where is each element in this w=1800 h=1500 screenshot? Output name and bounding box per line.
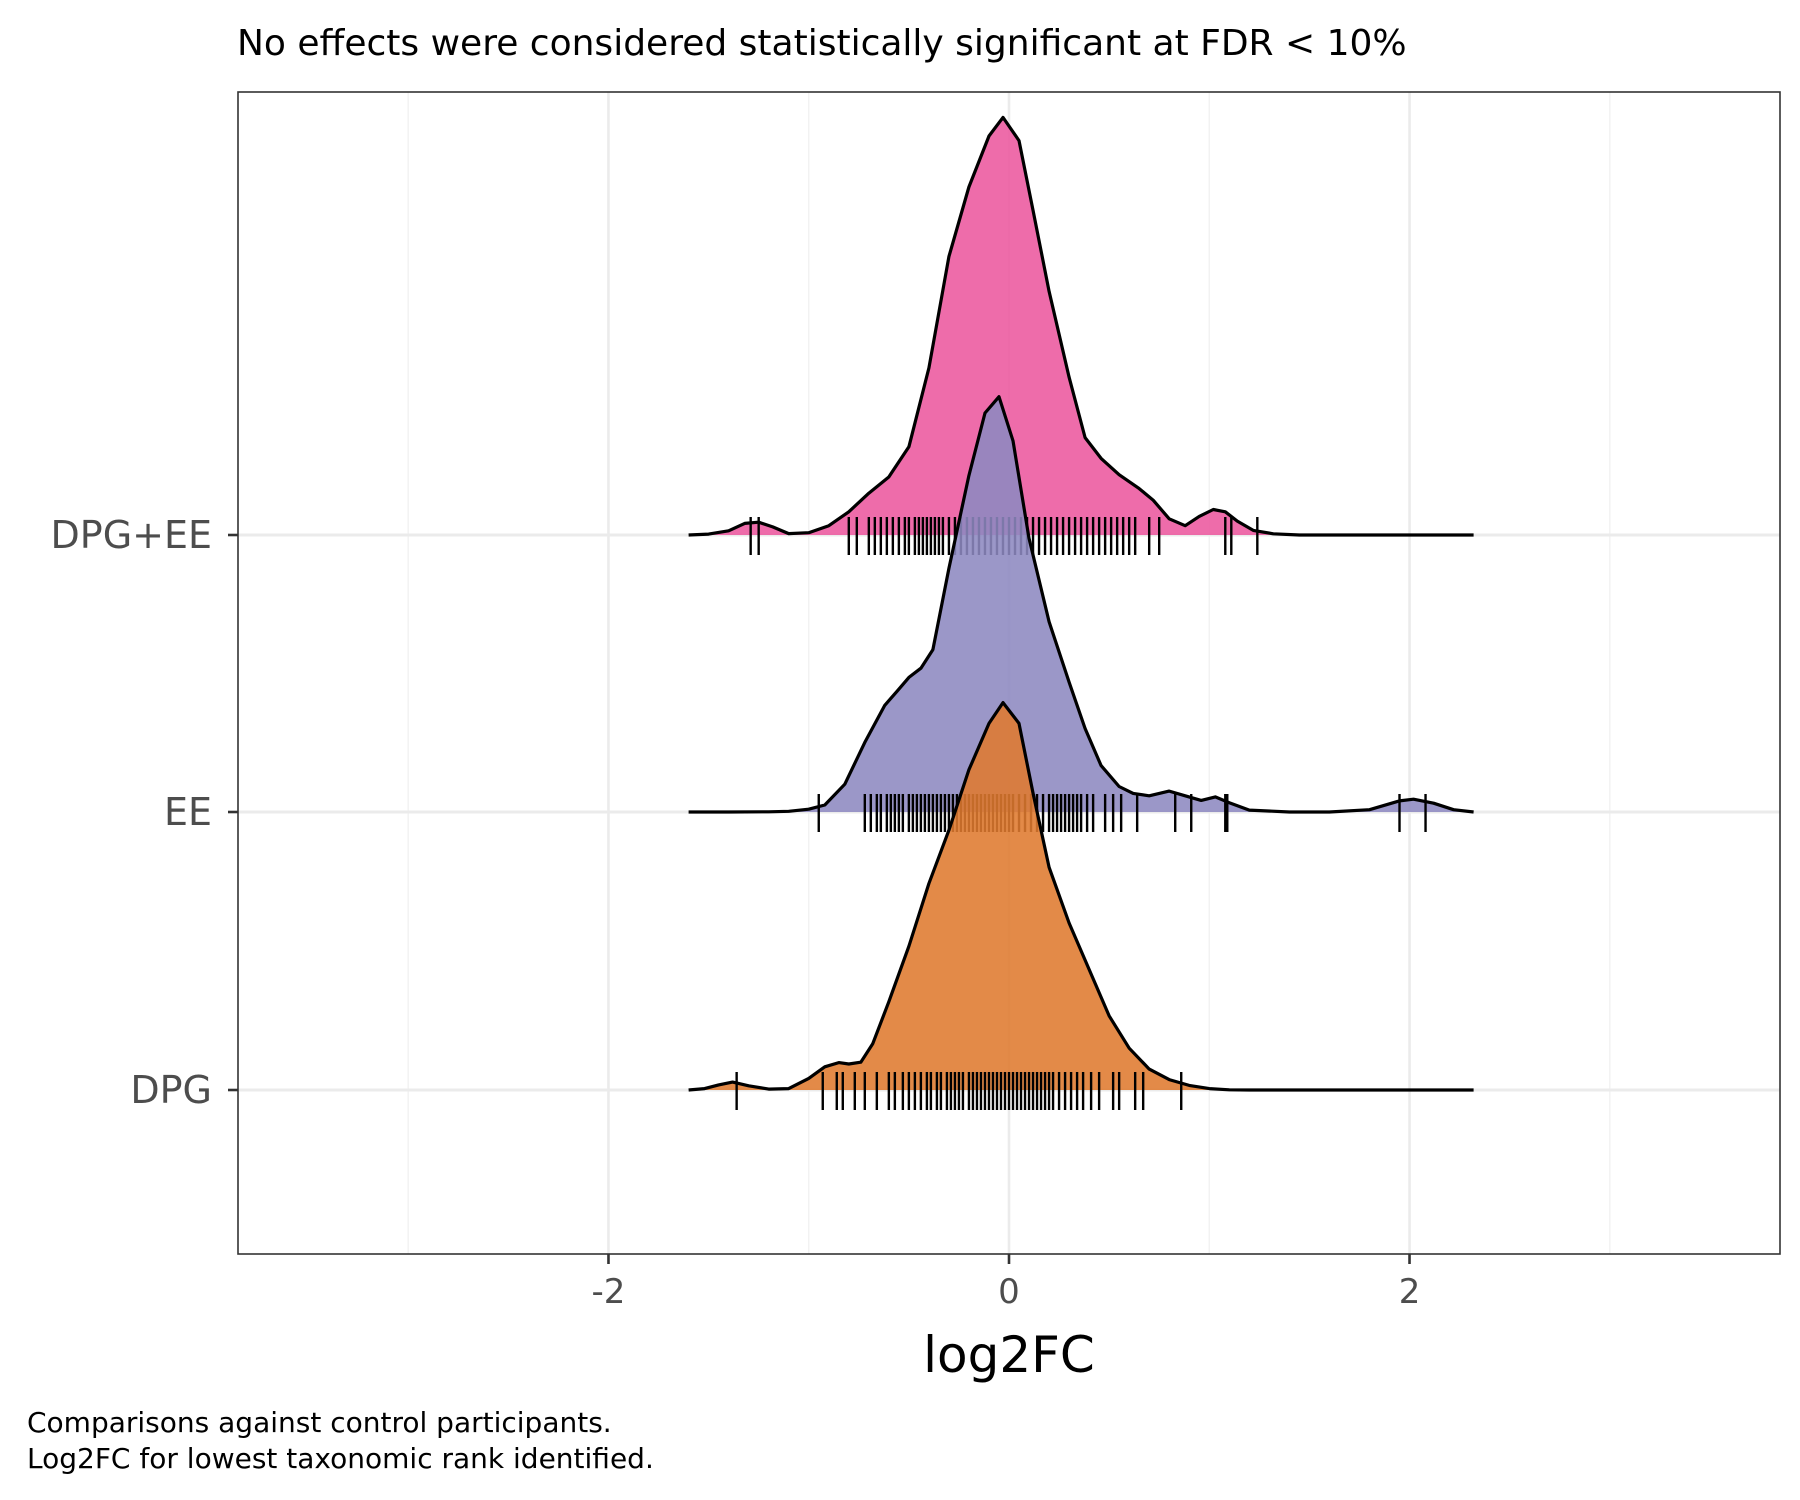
density-ridges	[688, 115, 1474, 1110]
density-line-ee	[688, 395, 1474, 814]
y-tick-label: DPG+EE	[51, 513, 212, 557]
x-tick-label: 2	[1399, 1272, 1421, 1312]
caption-line-2: Log2FC for lowest taxonomic rank identif…	[27, 1442, 654, 1475]
chart-caption: Comparisons against control participants…	[27, 1405, 654, 1477]
axes: -2 0 2 DPG EE DPG+EE	[51, 513, 1421, 1312]
y-tick-label: DPG	[130, 1068, 212, 1112]
density-line-dpg-ee	[688, 115, 1474, 537]
ridge-dpg	[688, 701, 1474, 1110]
density-line-dpg	[688, 701, 1474, 1092]
x-axis-label: log2FC	[923, 1326, 1095, 1384]
chart-subtitle: No effects were considered statistically…	[237, 23, 1407, 64]
x-tick-label: -2	[592, 1272, 626, 1312]
x-tick-label: 0	[998, 1272, 1020, 1312]
caption-line-1: Comparisons against control participants…	[27, 1406, 612, 1439]
density-fill-dpg-ee	[688, 117, 1474, 536]
y-tick-label: EE	[164, 790, 212, 834]
density-fill-dpg	[688, 702, 1474, 1090]
